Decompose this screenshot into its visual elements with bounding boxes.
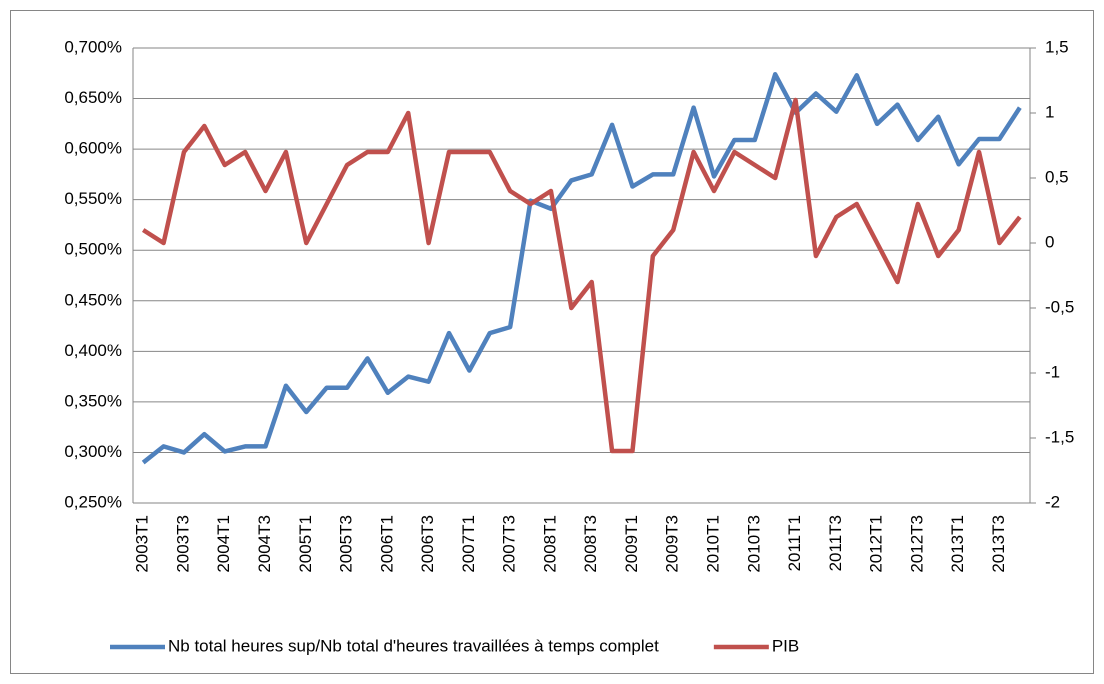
x-tick-label: 2006T1	[377, 515, 396, 573]
y-tick-label: 0,700%	[64, 37, 122, 56]
x-tick-label: 2012T1	[867, 515, 886, 573]
y-tick-label: 0,650%	[64, 88, 122, 107]
y-tick-label: 0,400%	[64, 341, 122, 360]
y-tick-label: 0,250%	[64, 492, 122, 511]
y-tick-label: 0,300%	[64, 442, 122, 461]
x-tick-label: 2010T3	[744, 515, 763, 573]
y-tick-label: 0,350%	[64, 391, 122, 410]
y2-tick-label: 0	[1045, 232, 1054, 251]
x-tick-label: 2012T3	[907, 515, 926, 573]
y2-tick-label: 0,5	[1045, 167, 1069, 186]
x-tick-label: 2008T1	[540, 515, 559, 573]
y-tick-label: 0,500%	[64, 240, 122, 259]
y2-tick-label: -0,5	[1045, 297, 1074, 316]
x-tick-label: 2009T3	[663, 515, 682, 573]
x-tick-label: 2007T1	[459, 515, 478, 573]
x-tick-label: 2008T3	[581, 515, 600, 573]
x-tick-label: 2004T3	[255, 515, 274, 573]
y2-tick-label: -2	[1045, 492, 1060, 511]
x-tick-label: 2010T1	[703, 515, 722, 573]
legend-label: PIB	[772, 636, 799, 655]
legend-label: Nb total heures sup/Nb total d'heures tr…	[168, 636, 659, 655]
line-series	[141, 72, 1022, 465]
x-tick-label: 2005T3	[337, 515, 356, 573]
y-tick-label: 0,600%	[64, 139, 122, 158]
x-tick-label: 2013T1	[948, 515, 967, 573]
chart-frame	[10, 10, 1094, 674]
x-tick-label: 2007T3	[500, 515, 519, 573]
y-tick-label: 0,550%	[64, 189, 122, 208]
x-tick-label: 2005T1	[296, 515, 315, 573]
x-tick-label: 2004T1	[214, 515, 233, 573]
x-tick-label: 2011T3	[826, 515, 845, 571]
x-tick-label: 2003T1	[133, 515, 152, 573]
x-tick-label: 2013T3	[989, 515, 1008, 573]
y2-tick-label: -1,5	[1045, 427, 1074, 446]
y2-tick-label: 1	[1045, 102, 1054, 121]
x-tick-label: 2006T3	[418, 515, 437, 573]
x-tick-label: 2003T3	[173, 515, 192, 573]
y-tick-label: 0,450%	[64, 290, 122, 309]
x-tick-label: 2009T1	[622, 515, 641, 573]
y2-tick-label: -1	[1045, 362, 1060, 381]
y2-tick-label: 1,5	[1045, 37, 1069, 56]
line-series	[141, 97, 1022, 454]
x-tick-label: 2011T1	[785, 515, 804, 571]
legend: Nb total heures sup/Nb total d'heures tr…	[110, 636, 799, 655]
